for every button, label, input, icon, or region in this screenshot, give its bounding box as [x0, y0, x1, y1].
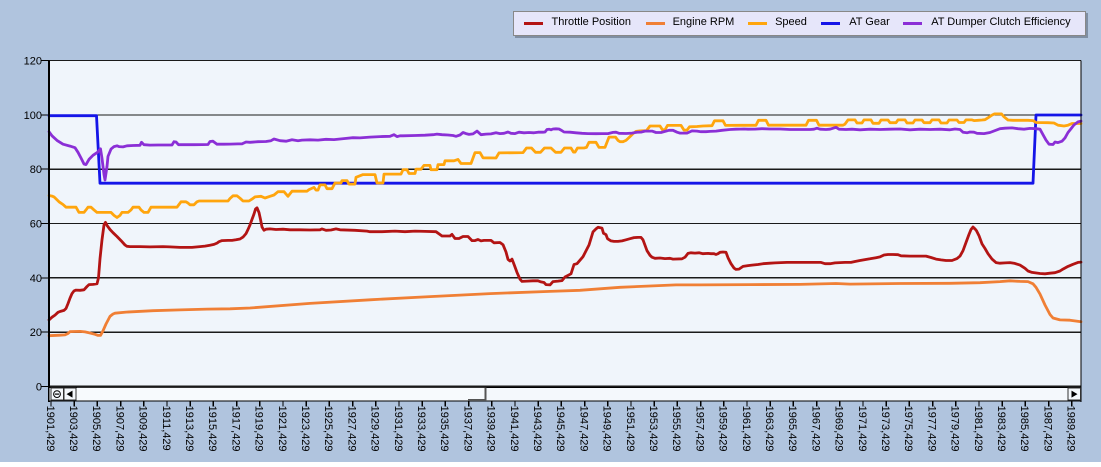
- svg-text:20: 20: [30, 327, 42, 339]
- svg-text:1903,429: 1903,429: [67, 406, 79, 452]
- svg-text:1969,429: 1969,429: [833, 406, 845, 452]
- svg-text:1985,429: 1985,429: [1018, 406, 1030, 452]
- svg-text:1949,429: 1949,429: [601, 406, 613, 452]
- svg-text:1979,429: 1979,429: [949, 406, 961, 452]
- svg-text:1957,429: 1957,429: [693, 406, 705, 452]
- svg-text:120: 120: [24, 56, 42, 68]
- svg-text:1919,429: 1919,429: [253, 406, 265, 452]
- svg-text:1975,429: 1975,429: [902, 406, 914, 452]
- svg-text:1937,429: 1937,429: [461, 406, 473, 452]
- svg-text:1905,429: 1905,429: [90, 406, 102, 452]
- svg-text:1931,429: 1931,429: [392, 406, 404, 452]
- svg-text:1943,429: 1943,429: [531, 406, 543, 452]
- svg-text:1929,429: 1929,429: [369, 406, 381, 452]
- svg-text:1977,429: 1977,429: [925, 406, 937, 452]
- svg-text:1955,429: 1955,429: [670, 406, 682, 452]
- svg-text:1971,429: 1971,429: [856, 406, 868, 452]
- svg-text:1909,429: 1909,429: [137, 406, 149, 452]
- svg-text:1961,429: 1961,429: [740, 406, 752, 452]
- svg-text:1941,429: 1941,429: [508, 406, 520, 452]
- svg-text:0: 0: [36, 382, 42, 394]
- svg-text:1981,429: 1981,429: [972, 406, 984, 452]
- svg-text:100: 100: [24, 110, 42, 122]
- svg-text:1925,429: 1925,429: [322, 406, 334, 452]
- svg-text:1921,429: 1921,429: [276, 406, 288, 452]
- svg-text:1939,429: 1939,429: [485, 406, 497, 452]
- svg-text:1901,429: 1901,429: [44, 406, 56, 452]
- svg-text:1959,429: 1959,429: [717, 406, 729, 452]
- svg-text:1923,429: 1923,429: [299, 406, 311, 452]
- svg-text:1967,429: 1967,429: [809, 406, 821, 452]
- svg-text:1935,429: 1935,429: [438, 406, 450, 452]
- svg-text:1945,429: 1945,429: [554, 406, 566, 452]
- svg-text:1907,429: 1907,429: [113, 406, 125, 452]
- svg-text:1983,429: 1983,429: [995, 406, 1007, 452]
- svg-text:1917,429: 1917,429: [229, 406, 241, 452]
- svg-text:1915,429: 1915,429: [206, 406, 218, 452]
- svg-text:1965,429: 1965,429: [786, 406, 798, 452]
- svg-text:1911,429: 1911,429: [160, 406, 172, 451]
- svg-text:1953,429: 1953,429: [647, 406, 659, 452]
- svg-text:1951,429: 1951,429: [624, 406, 636, 452]
- svg-text:1973,429: 1973,429: [879, 406, 891, 452]
- svg-text:80: 80: [30, 164, 42, 176]
- svg-text:1963,429: 1963,429: [763, 406, 775, 452]
- svg-text:60: 60: [30, 219, 42, 231]
- svg-text:1933,429: 1933,429: [415, 406, 427, 452]
- svg-text:1989,429: 1989,429: [1065, 406, 1077, 452]
- svg-text:1947,429: 1947,429: [577, 406, 589, 452]
- svg-text:40: 40: [30, 273, 42, 285]
- svg-text:1987,429: 1987,429: [1041, 406, 1053, 452]
- svg-text:1927,429: 1927,429: [345, 406, 357, 452]
- svg-text:1913,429: 1913,429: [183, 406, 195, 452]
